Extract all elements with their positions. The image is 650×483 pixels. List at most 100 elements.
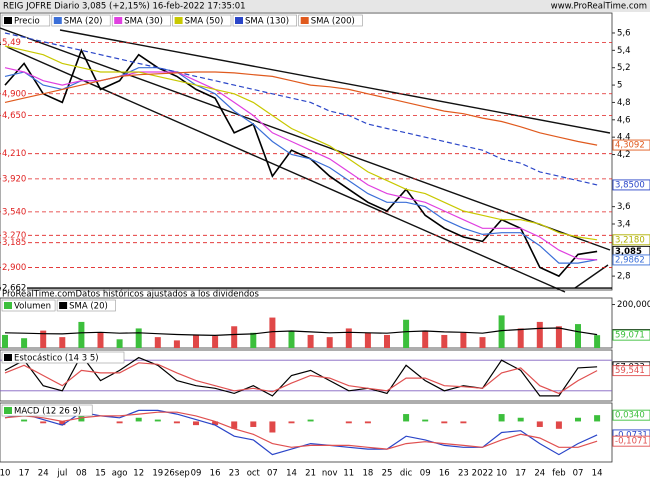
volume-bar <box>326 337 333 348</box>
legend-swatch <box>300 17 309 24</box>
level-label-bg <box>1 230 27 241</box>
header-bar <box>0 0 650 12</box>
level-label-bg <box>1 148 27 159</box>
histogram-bar <box>536 421 543 427</box>
legend-box <box>111 14 171 27</box>
volume-bar <box>2 334 8 348</box>
volume-bar <box>250 332 257 348</box>
level-label-bg <box>1 206 27 217</box>
volume-bar <box>307 334 314 348</box>
volume-bar <box>575 324 581 348</box>
last-value-box <box>612 234 650 246</box>
volume-bar <box>441 334 448 348</box>
histogram-bar <box>193 421 199 426</box>
legend-label: SMA (50) <box>185 17 224 27</box>
series-line <box>4 32 598 186</box>
volume-bar <box>231 326 238 348</box>
series-line <box>4 411 598 450</box>
chart-title: REIG JOFRE Diario 3,085 (+2,15%) 16-feb-… <box>3 2 246 12</box>
volume-bar <box>212 336 219 348</box>
x-tick-label: 26sep <box>164 469 190 479</box>
volume-bar <box>21 338 28 348</box>
histogram-bar <box>40 421 47 424</box>
level-label: 3,920 <box>2 174 26 184</box>
panel <box>0 349 613 402</box>
level-label: 2,662 <box>2 284 26 294</box>
histogram-bar <box>212 421 219 426</box>
volume-bar <box>517 328 524 348</box>
x-tick-label: 11 <box>343 469 354 479</box>
series-line <box>4 45 598 241</box>
last-value-box <box>612 365 650 377</box>
last-value-label: 3,8500 <box>615 180 645 190</box>
legend-box <box>298 14 363 27</box>
legend-label: Volumen <box>14 302 51 312</box>
x-tick-label: 24 <box>534 469 545 479</box>
x-tick-label: oct <box>247 469 261 479</box>
volume-bar <box>97 332 104 348</box>
legend-box <box>1 404 93 417</box>
level-label: 3,540 <box>2 207 26 217</box>
panel <box>0 402 613 463</box>
histogram-bar <box>135 417 142 422</box>
volume-bar <box>59 337 66 348</box>
legend-label: Precio <box>14 17 40 27</box>
x-tick-label: 15 <box>95 469 106 479</box>
volume-bar <box>269 317 276 348</box>
y-tick-label: 4,6 <box>617 115 631 125</box>
site: www.ProRealTime.com <box>551 2 647 12</box>
histogram-bar <box>498 414 505 422</box>
y-tick-label: 4,8 <box>617 98 631 108</box>
y-tick-label: 5,4 <box>617 46 631 56</box>
x-tick-label: 17 <box>515 469 526 479</box>
legend-swatch <box>4 302 12 309</box>
last-value-label: 4,3092 <box>615 141 645 151</box>
legend-label: SMA (200) <box>311 17 355 27</box>
legend-swatch <box>59 302 68 309</box>
level-label: 3,185 <box>2 238 26 248</box>
volume-bar <box>555 326 562 348</box>
last-value-label: -0,0731 <box>615 430 648 440</box>
histogram-bar <box>78 415 85 422</box>
legend-swatch <box>114 17 123 24</box>
x-tick-label: 14 <box>286 469 297 479</box>
last-value-label: 2,9862 <box>615 255 645 265</box>
last-value-label: 3,085 <box>615 247 642 257</box>
x-tick-label: jul <box>56 469 67 479</box>
legend-box <box>1 351 125 364</box>
histogram-bar <box>403 414 410 422</box>
volume-bar <box>345 328 352 348</box>
x-tick-label: 2022 <box>472 469 494 479</box>
x-tick-label: 10 <box>496 469 507 479</box>
legend-swatch <box>53 17 62 24</box>
legend-box <box>1 299 56 312</box>
volume-bar <box>422 330 429 348</box>
histogram-bar <box>594 415 601 422</box>
legend-box <box>232 14 298 27</box>
level-label-bg <box>1 88 27 99</box>
level-label: 3,270 <box>2 231 26 241</box>
histogram-bar <box>231 421 238 429</box>
y-tick-label: 3,4 <box>617 220 631 230</box>
x-tick-label: feb <box>552 469 566 479</box>
series-line <box>4 71 598 146</box>
x-tick-label: ago <box>112 469 128 479</box>
histogram-bar <box>575 417 581 422</box>
histogram-bar <box>269 421 276 433</box>
last-value-label: -0,1071 <box>615 437 648 447</box>
level-label: 2,900 <box>2 263 26 273</box>
x-tick-label: 08 <box>76 469 87 479</box>
last-value-label: 59,541 <box>615 366 645 376</box>
volume-bar <box>460 332 467 348</box>
legend-box <box>56 299 116 312</box>
x-tick-label: 12 <box>133 469 144 479</box>
legend-swatch <box>174 17 183 24</box>
last-value-box <box>612 179 650 191</box>
x-tick-label: 18 <box>362 469 373 479</box>
last-value-box <box>612 329 650 341</box>
histogram-bar <box>21 419 28 422</box>
legend-swatch <box>4 407 12 414</box>
histogram-bar <box>116 421 123 424</box>
histogram-bar <box>288 421 295 424</box>
x-tick-label: 24 <box>38 469 49 479</box>
